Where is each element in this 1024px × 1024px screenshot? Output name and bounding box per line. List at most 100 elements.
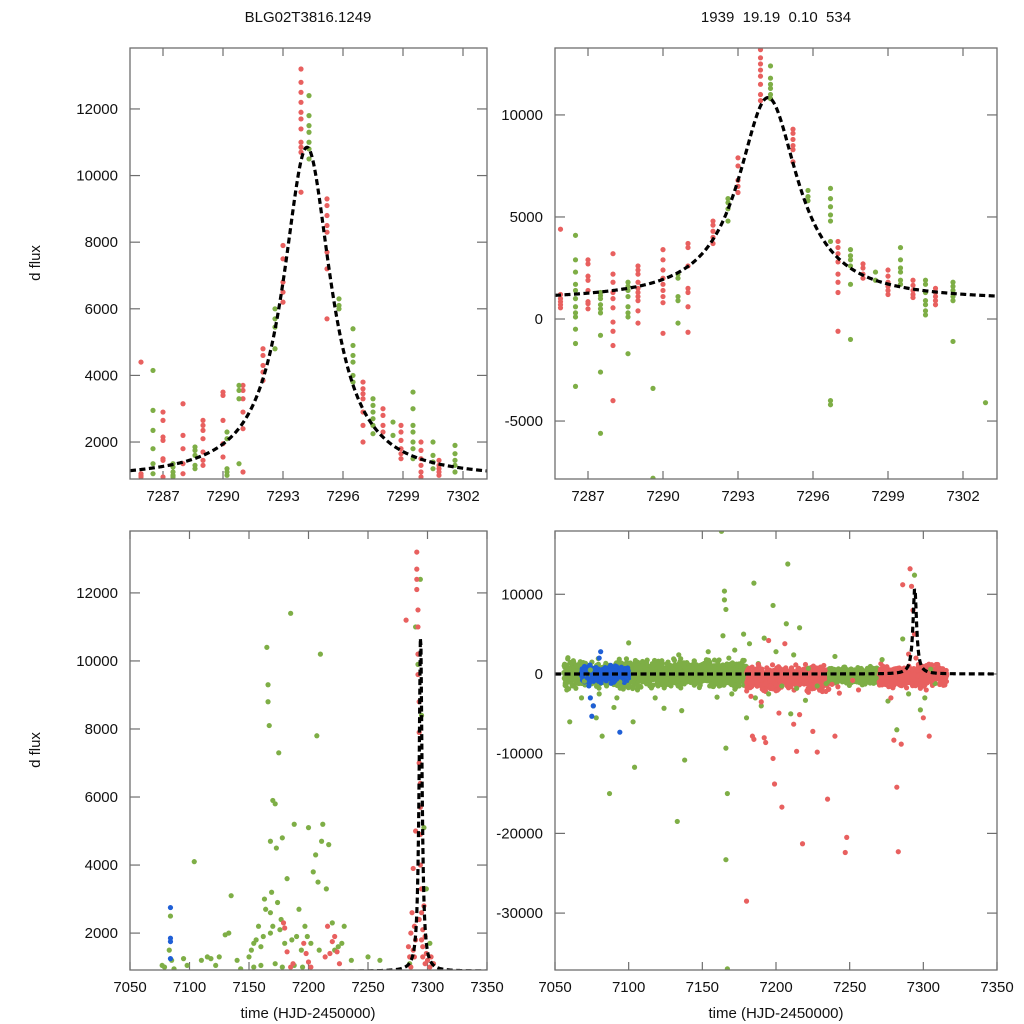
data-point [616, 656, 622, 662]
data-point [578, 695, 585, 701]
data-point [796, 666, 803, 673]
data-point [932, 302, 939, 308]
data-point [926, 733, 932, 739]
data-point [166, 947, 172, 953]
data-point [279, 835, 285, 841]
data-point [757, 91, 764, 98]
data-point [682, 757, 688, 763]
data-point [660, 281, 666, 287]
data-point [647, 683, 653, 689]
data-point [725, 196, 731, 202]
data-point [897, 277, 904, 283]
data-point [759, 669, 765, 675]
data-point [260, 933, 266, 940]
x-tick-label: 7296 [326, 488, 359, 505]
data-point [687, 675, 694, 681]
y-tick-label: 4000 [85, 367, 118, 384]
model-curve [130, 638, 487, 970]
data-point [911, 572, 918, 578]
data-point [827, 398, 834, 404]
data-point [291, 821, 297, 827]
data-point [650, 662, 657, 668]
data-point [192, 447, 198, 453]
dense-band-green [826, 663, 882, 688]
data-point [418, 462, 424, 468]
series-red [557, 48, 939, 404]
data-point [766, 691, 772, 697]
data-point [213, 962, 219, 969]
data-point [280, 920, 287, 926]
data-point [398, 437, 404, 443]
data-point [707, 683, 713, 689]
data-point [761, 735, 767, 741]
data-point [768, 683, 774, 689]
data-point [950, 279, 956, 285]
data-point [410, 446, 416, 452]
data-point [398, 422, 404, 428]
data-point [216, 954, 222, 960]
data-point [610, 251, 616, 257]
data-point [900, 677, 906, 683]
data-point [150, 427, 156, 433]
data-point [208, 956, 214, 962]
data-point [835, 271, 841, 277]
data-point [420, 944, 426, 950]
data-point [240, 396, 246, 402]
data-point [836, 690, 842, 696]
data-point [823, 680, 829, 687]
data-point [360, 396, 366, 402]
data-point [597, 332, 604, 338]
data-point [572, 296, 579, 302]
data-point [253, 937, 259, 943]
data-point [452, 451, 458, 457]
data-point [161, 964, 168, 970]
data-point [265, 682, 271, 688]
data-point [336, 306, 342, 312]
data-point [922, 277, 929, 283]
x-tick-label: 7293 [266, 488, 299, 505]
data-point [773, 688, 779, 694]
data-point [598, 680, 604, 686]
data-point [855, 664, 861, 671]
data-point [757, 48, 764, 53]
data-point [710, 218, 716, 224]
data-point [872, 667, 878, 673]
data-point [587, 667, 593, 673]
data-point [655, 683, 661, 689]
data-point [302, 923, 308, 929]
data-point [770, 602, 776, 609]
data-point [430, 466, 436, 472]
data-point [835, 279, 841, 285]
data-point [306, 156, 312, 162]
data-point [835, 238, 841, 245]
data-point [614, 676, 620, 682]
data-point [640, 676, 647, 682]
series-red [280, 549, 437, 970]
data-point [608, 680, 614, 686]
data-point [774, 665, 780, 671]
data-point [737, 668, 743, 674]
y-tick-label: 8000 [85, 721, 118, 738]
data-point [923, 687, 929, 693]
data-point [796, 625, 803, 631]
data-point [274, 899, 281, 906]
data-point [790, 126, 796, 132]
data-point [427, 940, 433, 946]
x-tick-label: 7290 [646, 488, 679, 505]
data-point [280, 242, 286, 249]
data-point [832, 653, 838, 660]
data-point [675, 275, 681, 281]
x-tick-label: 7100 [612, 979, 645, 996]
data-point [791, 721, 797, 727]
y-tick-label: -5000 [505, 413, 543, 430]
data-point [835, 328, 841, 334]
data-point [620, 686, 626, 692]
data-point [280, 289, 286, 295]
data-point [160, 409, 166, 415]
data-point [365, 954, 371, 960]
data-point [685, 668, 691, 674]
data-point [572, 310, 579, 316]
data-point [661, 705, 667, 711]
data-point [735, 155, 741, 161]
